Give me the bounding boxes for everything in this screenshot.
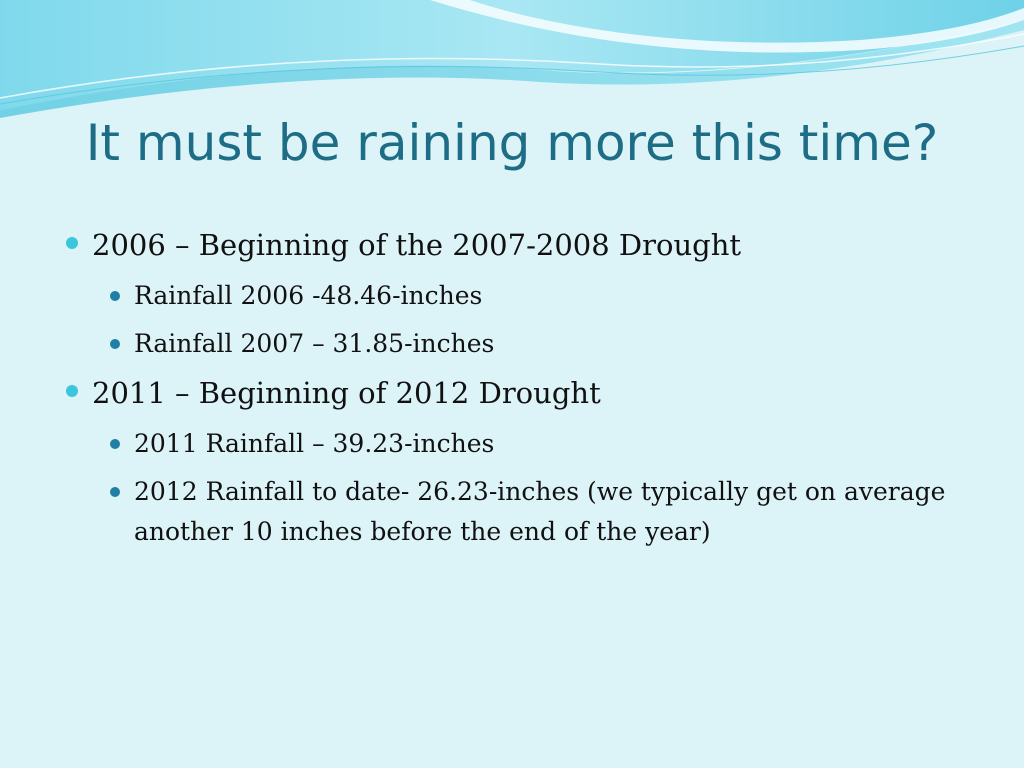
- bullet-item: 2006 – Beginning of the 2007-2008 Drough…: [62, 222, 962, 268]
- sub-bullet-dot-icon: [110, 439, 120, 449]
- sub-bullet-text: Rainfall 2007 – 31.85-inches: [134, 329, 495, 358]
- sub-bullet-text: 2011 Rainfall – 39.23-inches: [134, 429, 495, 458]
- bullet-text: 2006 – Beginning of the 2007-2008 Drough…: [92, 228, 742, 262]
- bullet-dot-icon: [66, 385, 78, 397]
- sub-bullet-text: Rainfall 2006 -48.46-inches: [134, 281, 483, 310]
- bullet-list: 2006 – Beginning of the 2007-2008 Drough…: [62, 222, 962, 558]
- wave-header-decoration: [0, 0, 1024, 118]
- sub-bullet-item: Rainfall 2007 – 31.85-inches: [62, 324, 962, 364]
- bullet-text: 2011 – Beginning of 2012 Drought: [92, 376, 601, 410]
- sub-bullet-text: 2012 Rainfall to date- 26.23-inches (we …: [134, 477, 946, 546]
- bullet-dot-icon: [66, 237, 78, 249]
- sub-bullet-item: 2012 Rainfall to date- 26.23-inches (we …: [62, 472, 962, 552]
- sub-bullet-item: 2011 Rainfall – 39.23-inches: [62, 424, 962, 464]
- slide-title: It must be raining more this time?: [85, 114, 939, 172]
- sub-bullet-dot-icon: [110, 487, 120, 497]
- sub-bullet-item: Rainfall 2006 -48.46-inches: [62, 276, 962, 316]
- bullet-item: 2011 – Beginning of 2012 Drought: [62, 370, 962, 416]
- sub-bullet-dot-icon: [110, 339, 120, 349]
- sub-bullet-dot-icon: [110, 291, 120, 301]
